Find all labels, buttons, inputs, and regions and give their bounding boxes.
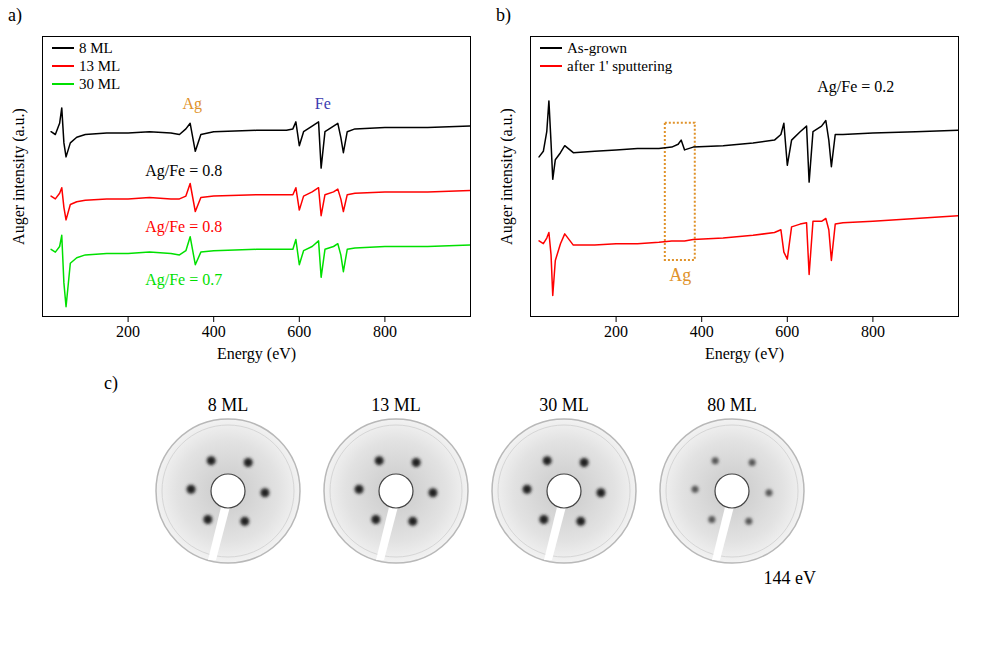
html-text:30 ML: 30 ML	[79, 76, 121, 92]
svg-text:400: 400	[202, 323, 226, 340]
svg-text:Energy (eV): Energy (eV)	[705, 345, 784, 363]
svg-text:Ag/Fe = 0.8: Ag/Fe = 0.8	[145, 162, 222, 180]
html-text:13 ML: 13 ML	[371, 395, 421, 415]
html-text:8 ML: 8 ML	[79, 40, 113, 56]
html-text:after 1' sputtering: after 1' sputtering	[567, 58, 673, 74]
html-text:8 ML: 8 ML	[207, 395, 249, 415]
html-text:80 ML: 80 ML	[707, 395, 757, 415]
svg-text:Fe: Fe	[315, 95, 331, 112]
svg-text:Ag/Fe = 0.7: Ag/Fe = 0.7	[145, 271, 222, 289]
html-text:c): c)	[104, 373, 118, 393]
svg-text:Ag/Fe = 0.2: Ag/Fe = 0.2	[817, 78, 894, 96]
svg-text:400: 400	[690, 323, 714, 340]
svg-text:200: 200	[604, 323, 628, 340]
html-text:a): a)	[8, 5, 22, 25]
html-text:As-grown: As-grown	[567, 40, 627, 56]
svg-text:800: 800	[373, 323, 397, 340]
svg-text:Ag: Ag	[669, 265, 691, 285]
html-text:144 eV: 144 eV	[763, 568, 816, 588]
svg-text:Energy (eV): Energy (eV)	[217, 345, 296, 363]
html-text:30 ML: 30 ML	[539, 395, 589, 415]
svg-text:Auger intensity (a.u.): Auger intensity (a.u.)	[498, 108, 516, 245]
html-text:b): b)	[496, 5, 511, 25]
svg-text:600: 600	[775, 323, 799, 340]
svg-text:Auger intensity (a.u.): Auger intensity (a.u.)	[10, 108, 28, 245]
svg-text:800: 800	[861, 323, 885, 340]
svg-text:600: 600	[287, 323, 311, 340]
html-text:13 ML: 13 ML	[79, 58, 121, 74]
svg-text:200: 200	[116, 323, 140, 340]
svg-text:Ag: Ag	[183, 95, 203, 113]
svg-text:Ag/Fe = 0.8: Ag/Fe = 0.8	[145, 218, 222, 236]
